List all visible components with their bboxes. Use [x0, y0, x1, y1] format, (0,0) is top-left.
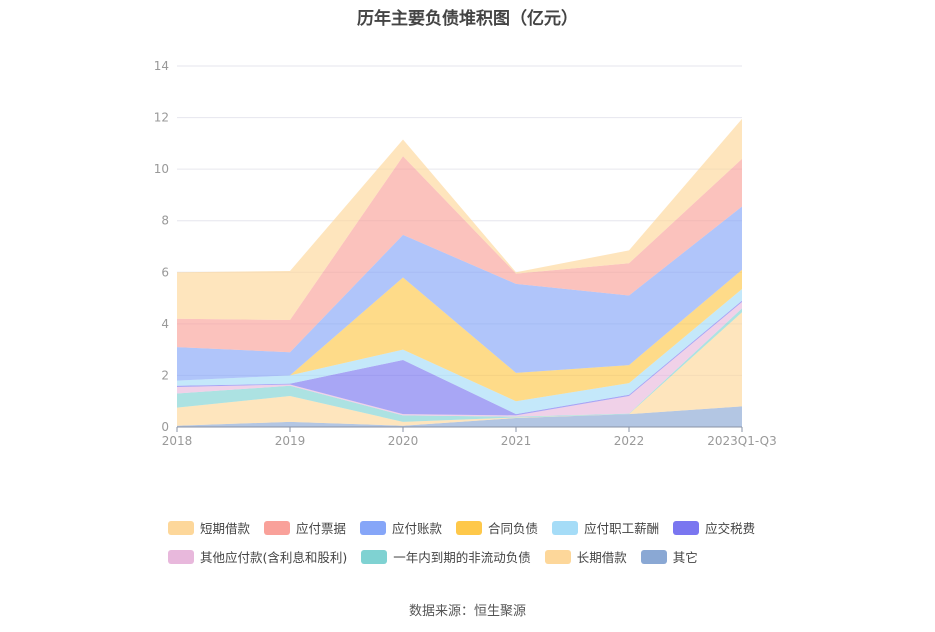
legend-item[interactable]: 其它	[640, 547, 698, 566]
legend-swatch	[168, 520, 194, 535]
y-tick-label: 6	[161, 265, 169, 279]
legend-label: 短期借款	[200, 521, 251, 536]
data-source: 数据来源：恒生聚源	[408, 604, 526, 619]
legend-swatch	[640, 549, 667, 564]
legend-item[interactable]: 合同负债	[456, 518, 538, 537]
legend-item[interactable]: 其他应付款(含利息和股利)	[168, 547, 347, 566]
legend-label: 一年内到期的非流动负债	[393, 550, 531, 565]
x-tick-label: 2021	[501, 434, 532, 448]
area-短期借款	[177, 118, 742, 320]
y-tick-label: 2	[161, 368, 169, 382]
legend-swatch	[168, 549, 194, 564]
area-应付账款	[177, 206, 742, 381]
x-tick-label: 2019	[275, 434, 306, 448]
legend-label: 应付票据	[296, 521, 347, 536]
legend-label: 应付账款	[392, 521, 443, 536]
legend-item[interactable]: 应付职工薪酬	[552, 518, 659, 537]
legend-swatch	[673, 520, 700, 535]
legend-item[interactable]: 一年内到期的非流动负债	[361, 547, 531, 566]
legend-swatch	[264, 520, 291, 535]
legend-swatch	[360, 520, 387, 535]
legend-swatch	[552, 520, 579, 535]
area-应交税费	[177, 300, 742, 416]
y-tick-label: 14	[154, 59, 169, 73]
legend: 短期借款 应付票据 应付账款 合同负债 应付职工薪酬 应交税费其他应付款(含利息和股利) 一…	[168, 518, 788, 576]
legend-item[interactable]: 长期借款	[544, 547, 627, 566]
y-tick-label: 10	[154, 162, 169, 176]
x-tick-label: 2018	[162, 434, 193, 448]
legend-label: 长期借款	[576, 550, 627, 565]
area-应付票据	[177, 156, 742, 353]
area-长期借款	[177, 312, 742, 426]
legend-item[interactable]: 短期借款	[168, 518, 250, 537]
legend-item[interactable]: 应交税费	[673, 518, 755, 537]
x-tick-label: 2022	[614, 434, 645, 448]
legend-row: 其他应付款(含利息和股利) 一年内到期的非流动负债 长期借款 其它	[168, 547, 788, 566]
area-合同负债	[177, 269, 742, 402]
legend-label: 应付职工薪酬	[584, 521, 660, 536]
legend-label: 其它	[672, 550, 698, 565]
stacked-area-chart: 0 2 4 6 8 10 12 14 2018 2019 2020 2021 2022 2023Q1-Q3	[154, 59, 777, 448]
x-tick-label: 2023Q1-Q3	[707, 434, 776, 448]
legend-row: 短期借款 应付票据 应付账款 合同负债 应付职工薪酬 应交税费	[168, 518, 788, 537]
legend-label: 应交税费	[705, 521, 756, 536]
y-tick-label: 12	[154, 111, 169, 125]
y-tick-label: 0	[161, 420, 169, 434]
legend-swatch	[361, 549, 388, 564]
legend-swatch	[544, 549, 571, 564]
y-tick-label: 4	[161, 317, 169, 331]
y-tick-label: 8	[161, 214, 169, 228]
x-tick-label: 2020	[388, 434, 419, 448]
legend-item[interactable]: 应付票据	[264, 518, 346, 537]
area-一年内到期的非流动负债	[177, 308, 742, 422]
area-其它	[177, 406, 742, 427]
chart-title: 历年主要负债堆积图（亿元）	[357, 9, 578, 29]
legend-label: 合同负债	[488, 521, 539, 536]
legend-label: 其他应付款(含利息和股利)	[200, 550, 348, 565]
legend-swatch	[456, 520, 483, 535]
legend-item[interactable]: 应付账款	[360, 518, 442, 537]
